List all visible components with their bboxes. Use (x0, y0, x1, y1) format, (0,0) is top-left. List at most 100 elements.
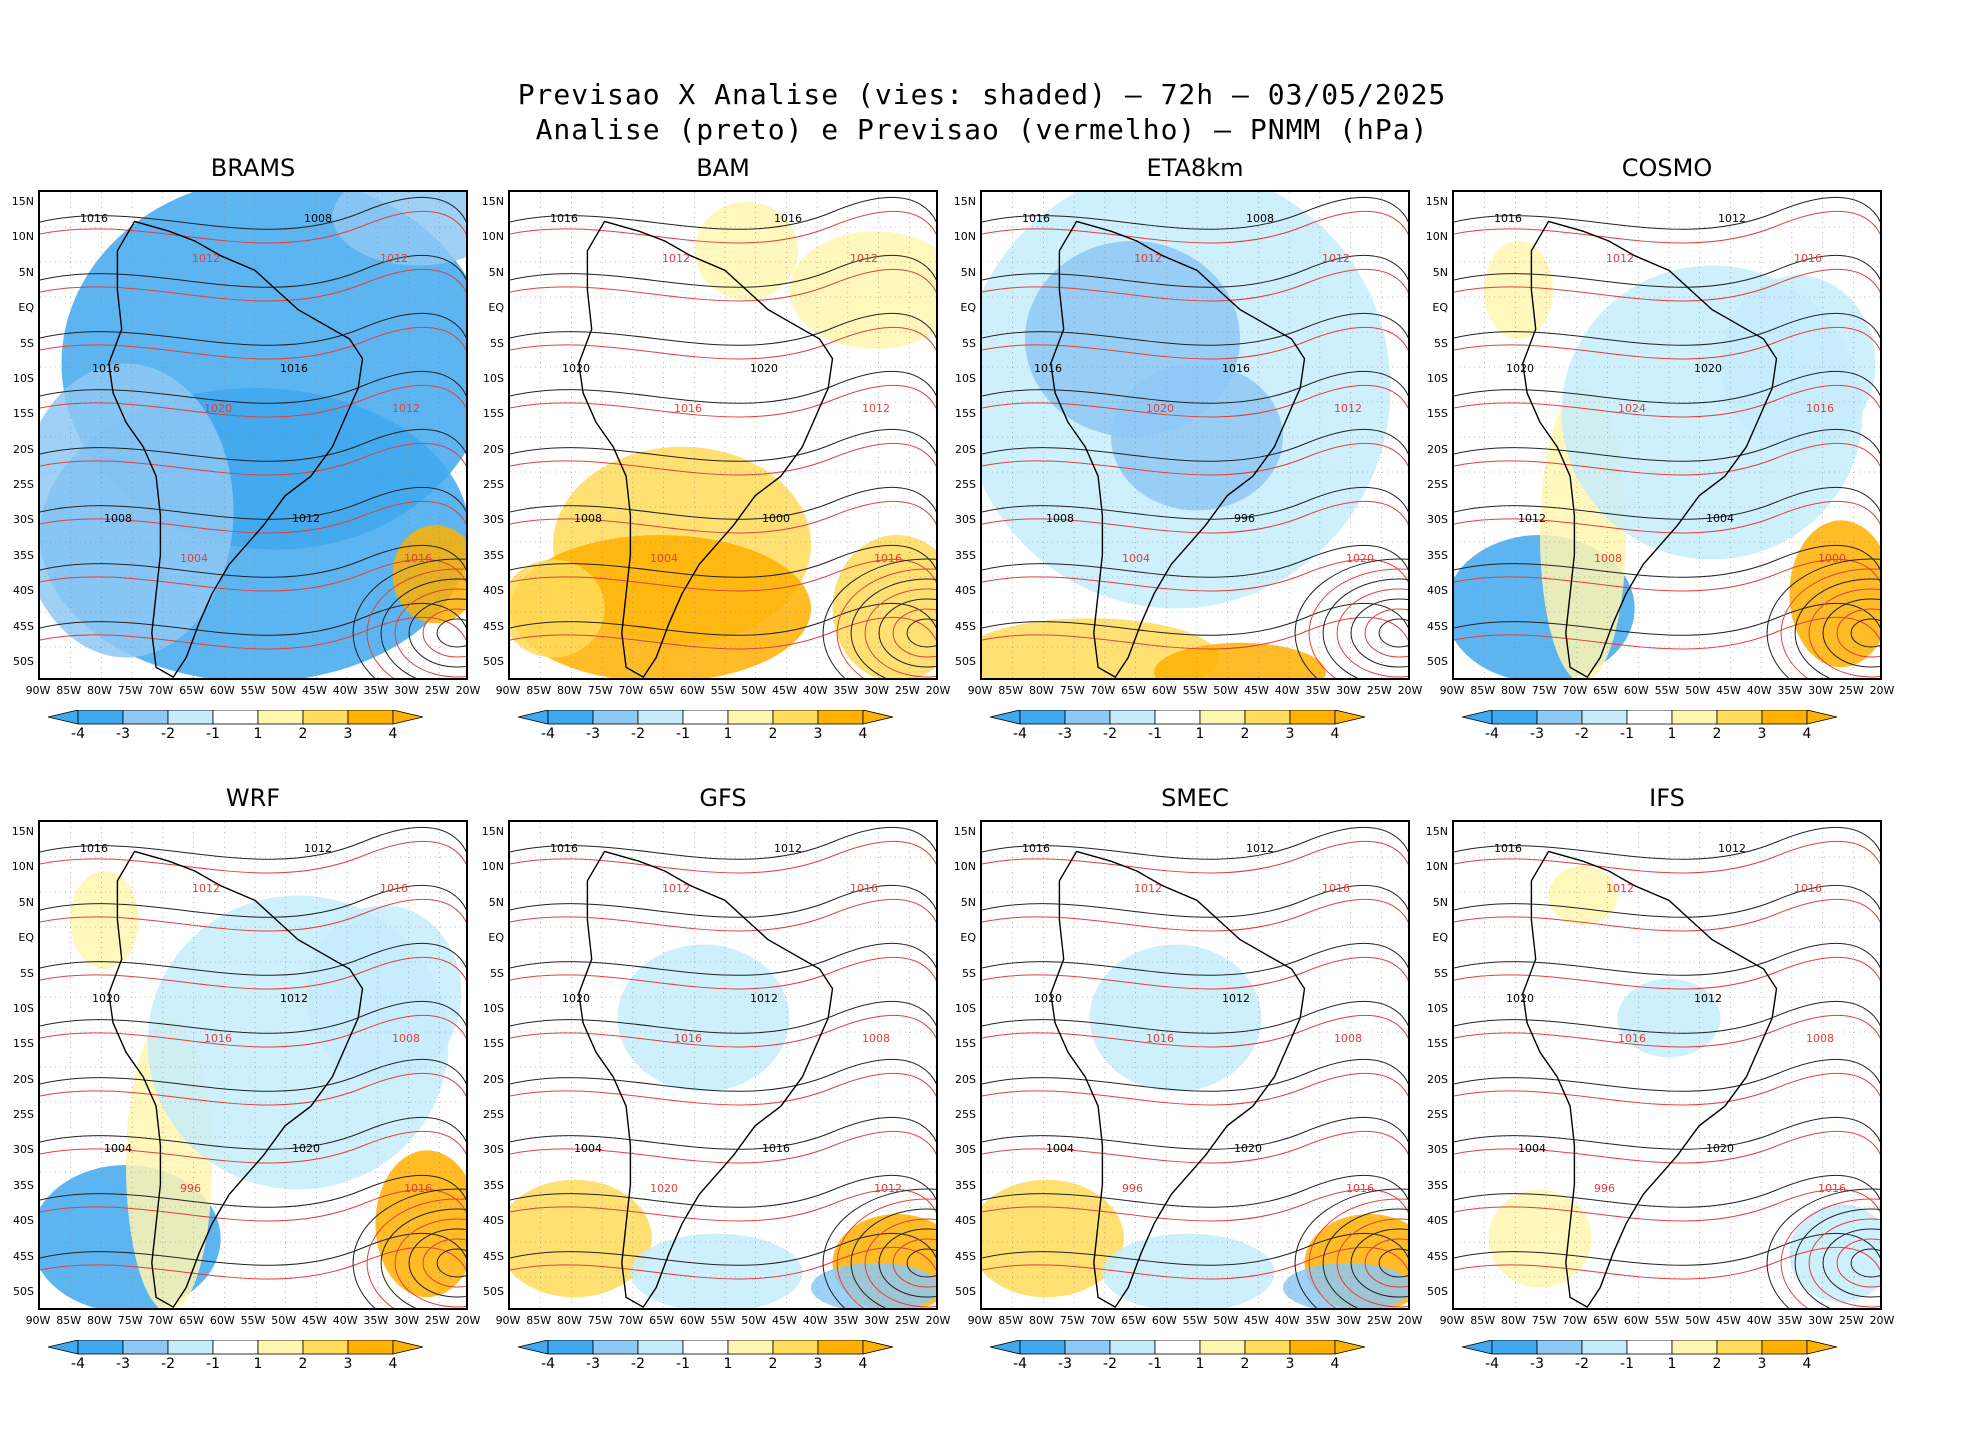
analysis-isobar (1454, 429, 1880, 462)
analysis-isobar (982, 603, 1408, 636)
colorbar-segment (1671, 710, 1718, 725)
forecast-isobar (510, 211, 936, 244)
colorbar-segment (817, 710, 864, 725)
y-axis-label: 40S (483, 1214, 504, 1228)
y-axis-label: 5S (490, 336, 504, 350)
y-axis-label: 5N (488, 265, 504, 279)
bias-shading (1484, 241, 1553, 339)
y-axis-label: 30S (13, 513, 34, 527)
x-axis-label: 40W (332, 1314, 358, 1327)
isobar-label: 1004 (574, 1142, 602, 1155)
colorbar-segment (1199, 710, 1246, 725)
isobar-label: 1012 (1518, 512, 1546, 525)
y-axis-label: 50S (483, 1285, 504, 1298)
y-axis-label: 35S (13, 1178, 34, 1192)
x-axis-label: 45W (1715, 684, 1741, 697)
analysis-isobar (982, 1059, 1408, 1092)
forecast-isobar (1454, 1015, 1880, 1048)
y-axis-label: 15S (13, 1037, 34, 1051)
forecast-isobar (1454, 327, 1880, 360)
colorbar-label: -1 (1620, 726, 1634, 742)
colorbar-label: -1 (1148, 1356, 1162, 1372)
continent-outline (108, 220, 364, 678)
x-axis-label: 80W (86, 1314, 112, 1327)
y-axis-label: 30S (955, 513, 976, 527)
colorbar-label: 4 (858, 1356, 868, 1372)
y-axis-label: 30S (13, 1143, 34, 1157)
colorbar-label: -4 (71, 726, 85, 742)
forecast-isobar (982, 211, 1408, 244)
forecast-isobar (510, 899, 936, 932)
colorbar-segment (1109, 710, 1156, 725)
colorbar-label: 1 (1667, 1356, 1677, 1372)
isobar-label: 1004 (1122, 552, 1150, 565)
isobar-label: 1008 (574, 512, 602, 525)
x-axis-label: 45W (1243, 1314, 1269, 1327)
y-axis-label: 15N (11, 195, 34, 208)
x-axis-label: 25W (894, 684, 920, 697)
y-axis-label: 5N (1432, 895, 1448, 909)
y-axis-label: 25S (955, 478, 976, 492)
x-axis-label: 30W (394, 684, 419, 697)
analysis-isobar (1454, 487, 1880, 520)
analysis-isobar (40, 371, 466, 404)
y-axis-label: 45S (1427, 1249, 1448, 1263)
continent-outline (578, 850, 834, 1308)
forecast-isobar (1454, 1247, 1880, 1280)
y-axis-label: 45S (955, 619, 976, 633)
isobar-label: 1000 (762, 512, 790, 525)
analysis-isobar (510, 603, 936, 636)
analysis-isobar (982, 1117, 1408, 1150)
isobar-label: 1004 (180, 552, 208, 565)
x-axis-label: 70W (148, 1314, 174, 1327)
y-axis-label: 50S (1427, 1285, 1448, 1298)
analysis-isobar (982, 943, 1408, 976)
isobar-label: 996 (1234, 512, 1255, 525)
analysis-isobar (1454, 545, 1880, 578)
x-axis-label: 20W (1869, 684, 1895, 697)
continent-outline (578, 220, 834, 678)
isobar-label: 1020 (292, 1142, 320, 1155)
bias-shading (392, 525, 466, 624)
analysis-isobar (1454, 827, 1880, 860)
isobar-label: 1008 (392, 1032, 420, 1045)
x-axis-label: 90W (495, 684, 521, 697)
isobar-label: 1016 (1818, 1182, 1846, 1195)
map-canvas: 1016 1012 1012 1016 1020 1016 1012 1008 1004 996 1… (1454, 822, 1880, 1308)
y-axis-label: EQ (488, 931, 504, 945)
analysis-isobar (1454, 1059, 1880, 1092)
bias-shading (375, 1150, 466, 1298)
colorbar-segment (1626, 710, 1673, 725)
analysis-isobar (982, 313, 1408, 346)
x-axis-label: 60W (1151, 1314, 1177, 1327)
isobar-label: 1012 (774, 842, 802, 855)
y-axis-label: 35S (1427, 548, 1448, 562)
x-axis-label: 20W (455, 1314, 481, 1327)
x-axis-label: 75W (1531, 684, 1557, 697)
x-axis-label: 25W (1366, 1314, 1392, 1327)
analysis-isobar (510, 827, 936, 860)
colorbar-label: 2 (1240, 726, 1250, 742)
y-axis-label: 5N (960, 265, 976, 279)
y-axis-label: 40S (955, 1214, 976, 1228)
isobar-label: 1016 (774, 212, 802, 225)
forecast-isobar (40, 1131, 466, 1164)
x-axis-label: 85W (1470, 684, 1496, 697)
y-axis-label: 5N (488, 895, 504, 909)
y-axis-label: 20S (13, 442, 34, 456)
forecast-isobar (510, 1247, 936, 1280)
colorbar-label: -4 (1485, 1356, 1499, 1372)
colorbar: -4 -3 -2 -1 1 2 3 4 (1462, 1340, 1872, 1380)
x-axis-label: 55W (710, 1314, 736, 1327)
isobar-label: 1016 (850, 882, 878, 895)
isobar-label: 1016 (1146, 1032, 1174, 1045)
y-axis-label: 35S (1427, 1178, 1448, 1192)
colorbar-label: -1 (1148, 726, 1162, 742)
colorbar-segment (547, 1340, 594, 1355)
panel-title: BAM (696, 154, 750, 182)
analysis-isobar (510, 545, 936, 578)
y-axis-label: 20S (483, 1072, 504, 1086)
y-axis-label: 15N (481, 825, 504, 838)
x-axis-label: 65W (1593, 1314, 1618, 1327)
x-axis-label: 90W (1439, 1314, 1465, 1327)
